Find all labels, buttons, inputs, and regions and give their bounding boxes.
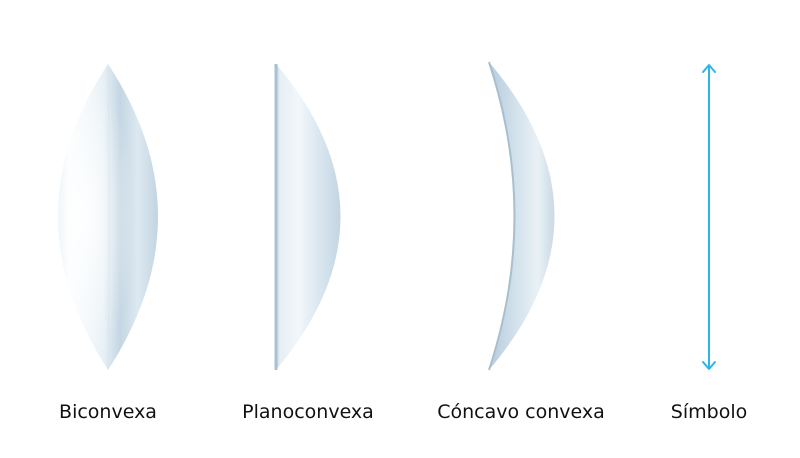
biconvex-label: Biconvexa xyxy=(59,401,157,423)
lens-symbol-icon xyxy=(702,64,716,370)
planoconvex-lens xyxy=(274,64,341,370)
concave-convex-label: Cóncavo convexa xyxy=(437,401,605,423)
symbol-label: Símbolo xyxy=(670,401,748,423)
planoconvex-label: Planoconvexa xyxy=(242,401,374,423)
biconvex-lens xyxy=(58,63,158,371)
concave-convex-lens xyxy=(488,61,555,371)
